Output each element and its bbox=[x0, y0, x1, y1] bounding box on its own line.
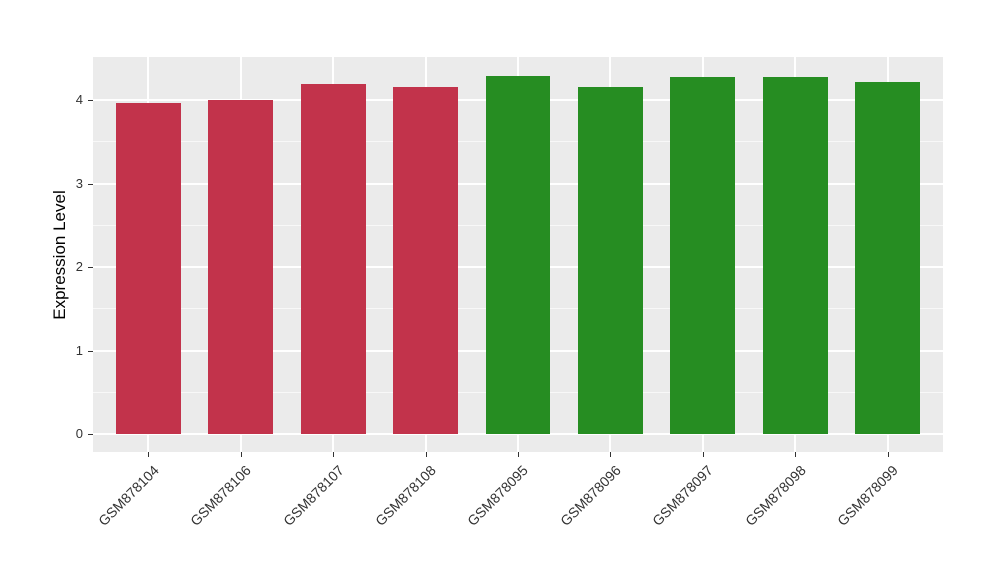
y-tick-mark bbox=[88, 267, 93, 269]
y-tick-mark bbox=[88, 100, 93, 101]
x-tick-label: GSM878097 bbox=[649, 462, 717, 529]
x-tick-label: GSM878104 bbox=[94, 462, 162, 529]
x-tick-label: GSM878098 bbox=[741, 462, 809, 529]
bar-GSM878106 bbox=[208, 100, 274, 435]
x-tick-mark bbox=[518, 452, 519, 457]
y-axis-title: Expression Level bbox=[50, 189, 69, 320]
bar-GSM878108 bbox=[393, 86, 458, 435]
x-tick-mark bbox=[333, 452, 335, 457]
plot-panel bbox=[93, 57, 943, 452]
y-tick-label: 2 bbox=[75, 259, 83, 275]
y-tick-label: 0 bbox=[75, 426, 83, 442]
y-tick-mark bbox=[88, 183, 93, 185]
x-tick-label: GSM878106 bbox=[187, 462, 255, 529]
bar-GSM878104 bbox=[116, 103, 181, 435]
x-tick-mark bbox=[610, 452, 612, 457]
y-tick-mark bbox=[88, 350, 93, 352]
y-tick-label: 4 bbox=[75, 92, 83, 107]
x-tick-mark bbox=[425, 452, 427, 457]
x-tick-mark bbox=[148, 452, 150, 457]
x-tick-label: GSM878099 bbox=[833, 462, 901, 529]
bar-GSM878096 bbox=[578, 87, 643, 435]
x-tick-mark bbox=[887, 452, 889, 457]
bar-GSM878098 bbox=[762, 76, 828, 435]
y-tick-label: 3 bbox=[75, 175, 83, 191]
x-tick-mark bbox=[795, 452, 797, 457]
x-tick-label: GSM878107 bbox=[279, 462, 347, 529]
x-tick-label: GSM878108 bbox=[372, 462, 439, 529]
bar-GSM878097 bbox=[670, 76, 736, 435]
y-tick-label: 1 bbox=[75, 342, 83, 358]
y-tick-mark bbox=[88, 434, 93, 436]
bar-GSM878099 bbox=[855, 81, 920, 435]
x-tick-mark bbox=[702, 452, 704, 457]
x-tick-mark bbox=[240, 452, 242, 457]
bar-GSM878095 bbox=[485, 75, 551, 435]
x-tick-label: GSM878096 bbox=[556, 462, 624, 529]
bar-GSM878107 bbox=[300, 84, 366, 435]
x-tick-label: GSM878095 bbox=[464, 462, 532, 529]
